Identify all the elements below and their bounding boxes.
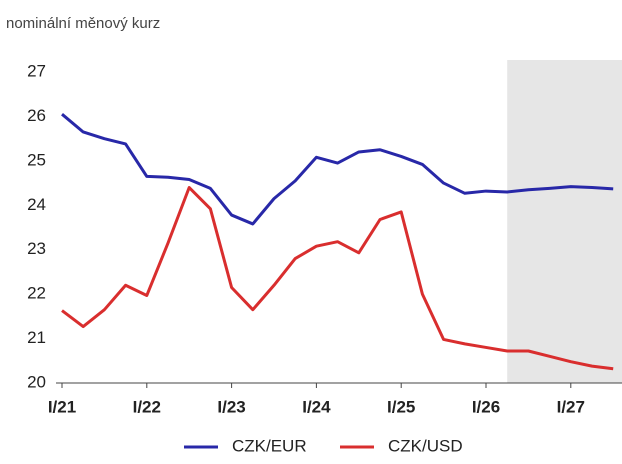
x-tick-label: I/23 [217, 397, 245, 416]
line-series [61, 186, 614, 371]
legend-label: CZK/USD [388, 436, 463, 455]
y-tick-label: 20 [27, 372, 46, 391]
forecast-shade [507, 60, 622, 383]
y-tick-label: 21 [27, 328, 46, 347]
y-tick-label: 27 [27, 61, 46, 80]
x-tick-label: I/22 [133, 397, 161, 416]
y-tick-label: 22 [27, 284, 46, 303]
chart-subtitle: nominální měnový kurz [6, 15, 160, 32]
y-tick-label: 24 [27, 195, 46, 214]
x-tick-label: I/27 [557, 397, 585, 416]
x-tick-label: I/24 [302, 397, 331, 416]
x-tick-label: I/26 [472, 397, 500, 416]
line-series [61, 113, 614, 226]
legend-label: CZK/EUR [232, 436, 307, 455]
y-tick-label: 23 [27, 239, 46, 258]
x-tick-label: I/21 [48, 397, 76, 416]
x-tick-label: I/25 [387, 397, 415, 416]
y-tick-label: 26 [27, 106, 46, 125]
y-tick-label: 25 [27, 150, 46, 169]
